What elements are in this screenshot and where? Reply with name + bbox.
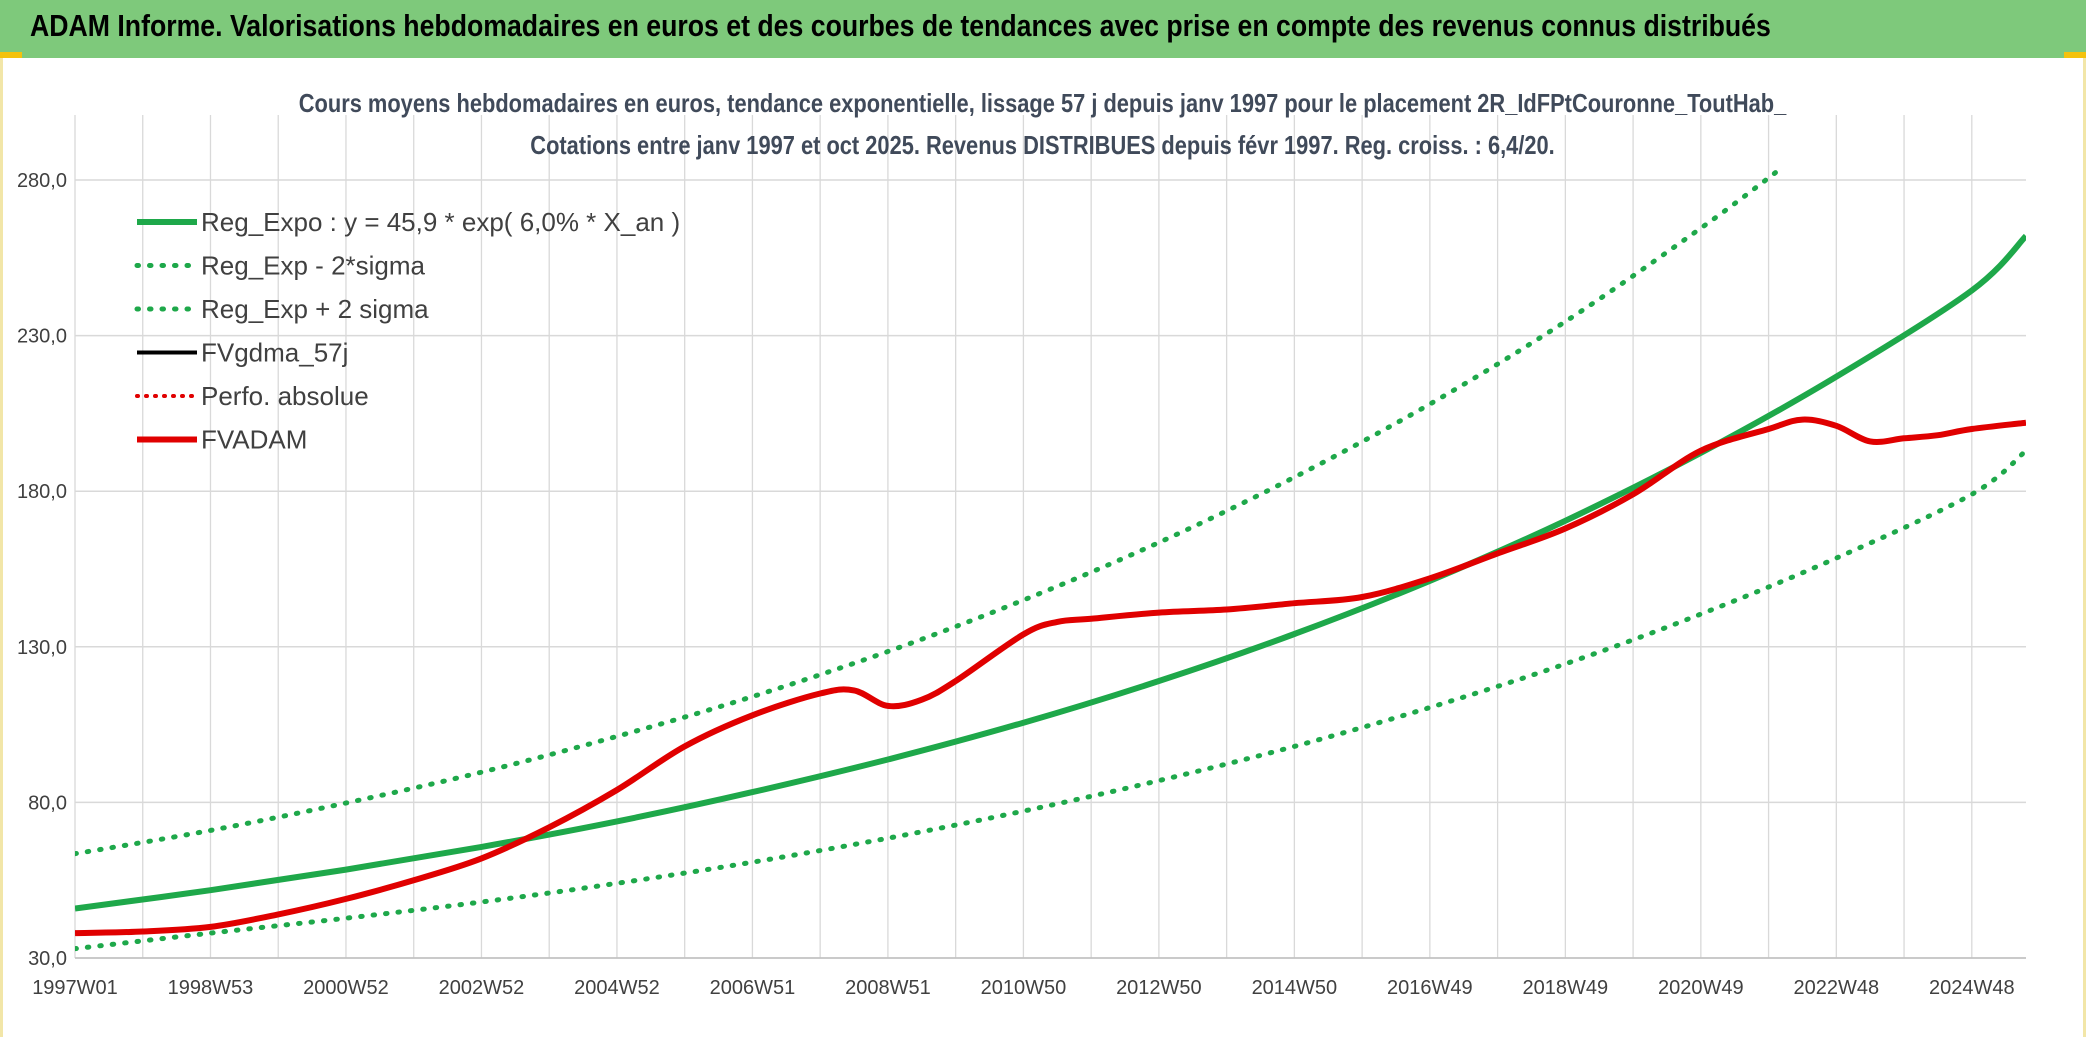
x-tick-label: 2014W50 [1252,977,1338,999]
chart-subtitle: Cotations entre janv 1997 et oct 2025. R… [530,130,1555,160]
series-layer [75,165,2026,952]
legend-label: FVgdma_57j [201,338,348,368]
y-tick-label: 130,0 [17,637,67,659]
chart-panel [0,58,2086,1037]
legend-label: Perfo. absolue [201,381,369,411]
y-tick-label: 80,0 [28,792,67,814]
x-tick-label: 2008W51 [845,977,931,999]
x-tick-label: 2022W48 [1794,977,1880,999]
legend-label: Reg_Exp - 2*sigma [201,251,426,281]
series-line-reg-exp-2-sigma [75,448,2026,952]
x-tick-label: 2004W52 [574,977,660,999]
x-tick-label: 2010W50 [981,977,1067,999]
x-tick-label: 1997W01 [32,977,118,999]
y-tick-label: 230,0 [17,326,67,348]
report-title: ADAM Informe. Valorisations hebdomadaire… [30,8,1771,43]
x-tick-label: 2000W52 [303,977,389,999]
series-line-reg-expo [75,233,2026,912]
legend-label: Reg_Exp + 2 sigma [201,294,429,324]
x-tick-label: 2016W49 [1387,977,1473,999]
chart-title: Cours moyens hebdomadaires en euros, ten… [298,88,1787,118]
legend-label: FVADAM [201,425,307,455]
x-tick-label: 2024W48 [1929,977,2015,999]
x-tick-label: 2006W51 [710,977,796,999]
chart-legend: Reg_Expo : y = 45,9 * exp( 6,0% * X_an )… [134,207,680,455]
x-tick-label: 2012W50 [1116,977,1202,999]
x-tick-label: 1998W53 [168,977,254,999]
grid-layer [74,115,2026,959]
x-tick-label: 2018W49 [1523,977,1609,999]
y-tick-label: 180,0 [17,481,67,503]
y-tick-label: 280,0 [17,170,67,192]
legend-label: Reg_Expo : y = 45,9 * exp( 6,0% * X_an ) [201,207,680,237]
axis-layer: 30,0 80,0 130,0 180,0 230,0 280,0 1997W01 1998W… [17,170,2026,999]
x-tick-label: 2020W49 [1658,977,1744,999]
series-line-fvadam [75,416,2026,937]
corner-marker-right [2064,52,2086,58]
header-bar: ADAM Informe. Valorisations hebdomadaire… [0,0,2086,58]
x-tick-label: 2002W52 [439,977,525,999]
corner-marker-left [0,52,22,58]
series-line-reg-exp-2-sigma [75,165,1785,857]
y-tick-label: 30,0 [28,948,67,970]
